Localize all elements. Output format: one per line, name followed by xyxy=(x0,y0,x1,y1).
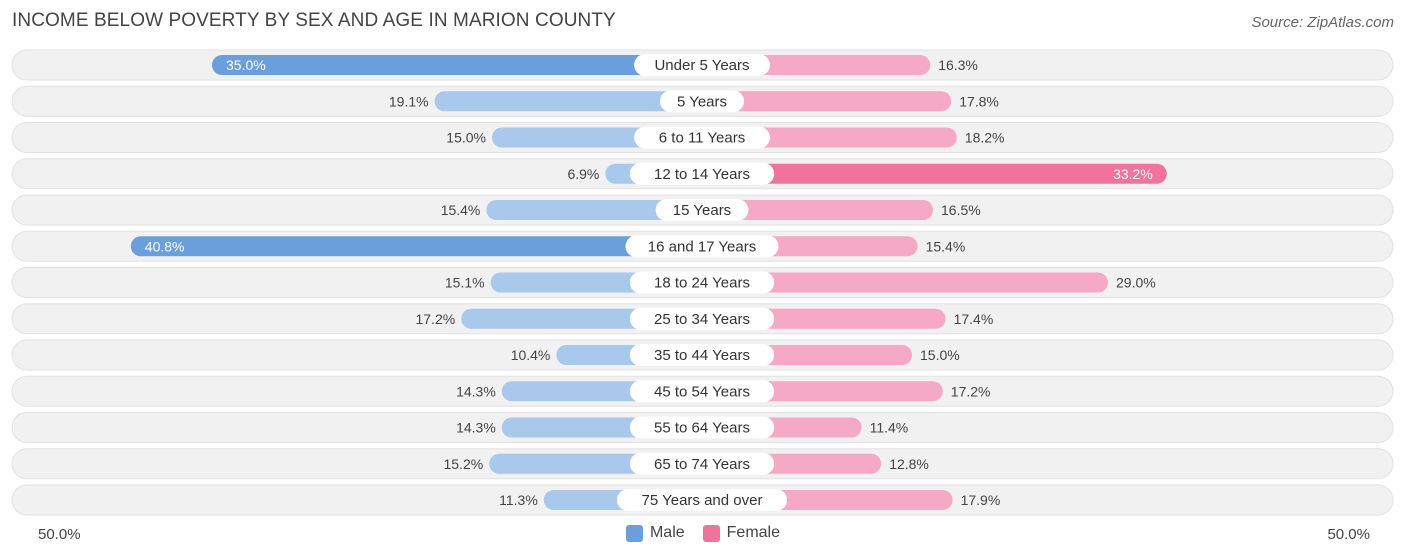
female-value-label: 18.2% xyxy=(965,130,1005,146)
category-label-background xyxy=(625,235,779,258)
chart-row: 40.8% 15.4% 16 and 17 Years xyxy=(11,230,1394,262)
category-label: 65 to 74 Years xyxy=(654,456,750,473)
category-label: 45 to 54 Years xyxy=(654,383,750,400)
category-label: 15 Years xyxy=(673,202,731,219)
male-bar[interactable] xyxy=(130,236,703,257)
female-value-label: 12.8% xyxy=(889,456,929,472)
female-value-label: 17.8% xyxy=(959,93,999,109)
female-bar[interactable] xyxy=(702,163,1167,184)
chart-row: 19.1% 17.8% 5 Years xyxy=(11,85,1394,117)
male-value-label: 15.2% xyxy=(443,456,483,472)
category-label: 55 to 64 Years xyxy=(654,420,750,437)
male-value-label: 11.3% xyxy=(499,492,538,508)
female-value-label: 15.0% xyxy=(920,347,960,363)
female-value-label: 15.4% xyxy=(926,238,966,254)
chart-row: 11.3% 17.9% 75 Years and over xyxy=(11,484,1394,516)
chart-row: 17.2% 17.4% 25 to 34 Years xyxy=(11,303,1394,335)
chart-row: 14.3% 11.4% 55 to 64 Years xyxy=(11,412,1394,443)
category-label-background xyxy=(659,90,745,113)
category-label-background xyxy=(616,489,788,511)
female-value-label: 17.9% xyxy=(961,492,1001,508)
legend-item-female[interactable]: Female xyxy=(702,524,781,542)
category-label-background xyxy=(629,380,775,403)
female-value-label: 29.0% xyxy=(1116,275,1156,291)
female-bar[interactable] xyxy=(702,272,1108,293)
category-label: 12 to 14 Years xyxy=(654,166,750,183)
male-value-label: 15.0% xyxy=(446,130,486,146)
legend-female-label: Female xyxy=(726,524,781,541)
female-swatch-icon xyxy=(702,524,720,542)
male-bar[interactable] xyxy=(212,55,702,75)
category-label: 5 Years xyxy=(677,93,727,110)
male-value-label: 10.4% xyxy=(511,347,551,363)
legend: Male Female xyxy=(0,524,1406,542)
category-label: 25 to 34 Years xyxy=(654,311,750,328)
category-label: 35 to 44 Years xyxy=(654,347,750,364)
category-label-background xyxy=(629,452,775,475)
category-label: Under 5 Years xyxy=(654,57,749,74)
category-label: 18 to 24 Years xyxy=(654,275,750,292)
chart-row: 35.0% 16.3% Under 5 Years xyxy=(11,49,1394,81)
category-label-background xyxy=(629,162,775,185)
male-bar[interactable] xyxy=(434,91,702,112)
axis-right-label: 50.0% xyxy=(1327,526,1370,543)
female-value-label: 33.2% xyxy=(1113,166,1153,182)
female-bar[interactable] xyxy=(702,200,933,220)
category-label: 6 to 11 Years xyxy=(659,130,745,147)
female-value-label: 17.2% xyxy=(951,383,991,399)
legend-male-label: Male xyxy=(649,524,685,541)
chart-row: 15.0% 18.2% 6 to 11 Years xyxy=(11,122,1394,153)
category-label-background xyxy=(655,199,749,221)
male-swatch-icon xyxy=(625,524,643,542)
male-value-label: 19.1% xyxy=(389,93,429,109)
chart-row: 15.4% 16.5% 15 Years xyxy=(11,194,1394,226)
bar-chart: 35.0% 16.3% Under 5 Years 19.1% 17.8% 5 Years… xyxy=(11,49,1394,516)
female-value-label: 17.4% xyxy=(954,311,994,327)
male-value-label: 35.0% xyxy=(226,57,266,73)
male-bar[interactable] xyxy=(486,200,702,220)
male-value-label: 15.4% xyxy=(441,202,481,218)
male-value-label: 40.8% xyxy=(145,238,185,254)
male-value-label: 14.3% xyxy=(456,420,496,436)
category-label: 16 and 17 Years xyxy=(648,238,756,255)
male-value-label: 14.3% xyxy=(456,383,496,399)
category-label-background xyxy=(629,271,775,294)
category-label-background xyxy=(629,307,775,330)
male-value-label: 15.1% xyxy=(445,275,485,291)
source-label: Source: ZipAtlas.com xyxy=(1251,14,1394,31)
category-label: 75 Years and over xyxy=(642,492,763,509)
axis-left-label: 50.0% xyxy=(38,526,81,543)
female-bar[interactable] xyxy=(702,91,952,112)
chart-row: 10.4% 15.0% 35 to 44 Years xyxy=(11,339,1394,371)
chart-row: 6.9% 33.2% 12 to 14 Years xyxy=(11,158,1394,190)
female-value-label: 16.5% xyxy=(941,202,981,218)
legend-item-male[interactable]: Male xyxy=(625,524,685,542)
female-value-label: 16.3% xyxy=(938,57,978,73)
female-value-label: 11.4% xyxy=(870,420,909,436)
chart-row: 15.2% 12.8% 65 to 74 Years xyxy=(11,448,1394,480)
chart-title: INCOME BELOW POVERTY BY SEX AND AGE IN M… xyxy=(12,10,616,31)
chart-row: 14.3% 17.2% 45 to 54 Years xyxy=(11,375,1394,407)
category-label-background xyxy=(634,54,770,76)
category-label-background xyxy=(629,416,775,439)
category-label-background xyxy=(629,344,775,366)
category-label-background xyxy=(634,126,770,149)
chart-row: 15.1% 29.0% 18 to 24 Years xyxy=(11,267,1394,298)
male-value-label: 17.2% xyxy=(415,311,455,327)
male-value-label: 6.9% xyxy=(567,166,599,182)
